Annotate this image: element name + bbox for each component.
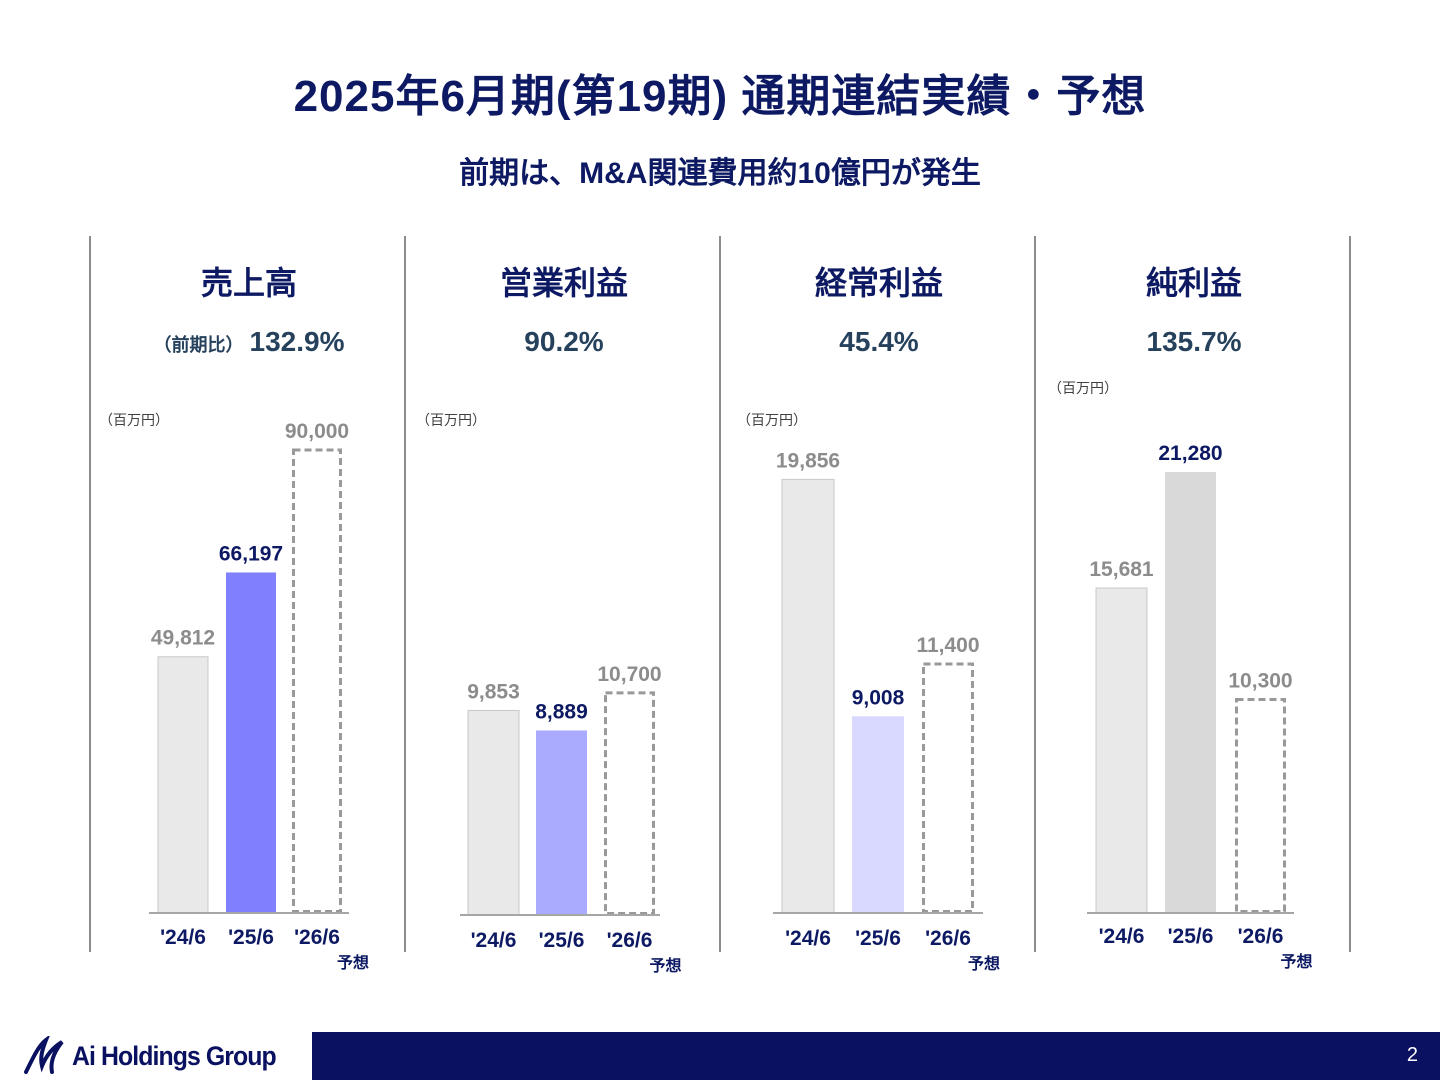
page-title: 2025年6月期(第19期) 通期連結実績・予想	[293, 72, 1147, 121]
chart-panel-operating-profit: 営業利益 90.2% （百万円） 9,853 '24/6 8,889 '25/6 10,…	[406, 236, 722, 976]
bar-256	[226, 572, 276, 913]
chart-title: 営業利益	[499, 265, 628, 301]
data-label: 90,000	[285, 420, 349, 443]
bar-246	[467, 709, 520, 916]
yoy-prefix: （前期比）	[153, 335, 244, 355]
forecast-label: 予想	[649, 956, 681, 975]
bar-266	[292, 448, 342, 913]
bar-256	[852, 716, 904, 913]
bar-chart: 19,856 '24/6 9,008 '25/6 11,400 '26/6 予想	[773, 449, 1000, 973]
category-label: '24/6	[1099, 925, 1145, 948]
footer-bar: 2	[312, 1032, 1440, 1080]
page-number: 2	[1406, 1044, 1418, 1066]
data-label: 11,400	[916, 634, 979, 657]
yoy-ratio: 90.2%	[406, 326, 722, 358]
data-label: 15,681	[1089, 558, 1154, 581]
yoy-ratio: （前期比） 132.9%	[91, 326, 407, 358]
bar-256	[1165, 472, 1216, 913]
chart-panel-sales: 売上高 （前期比） 132.9% （百万円） 49,812 '24/6 66,197 '…	[91, 236, 407, 976]
category-label: '26/6	[1238, 925, 1284, 948]
bar-256	[536, 730, 587, 915]
category-label: '25/6	[228, 926, 274, 949]
category-label: '25/6	[1168, 925, 1214, 948]
yoy-value: 45.4%	[839, 326, 919, 357]
bar-chart: 15,681 '24/6 21,280 '25/6 10,300 '26/6 予想	[1087, 442, 1313, 971]
data-label: 21,280	[1158, 442, 1222, 465]
data-label: 10,700	[597, 663, 661, 686]
category-label: '25/6	[855, 927, 901, 950]
data-label: 10,300	[1228, 670, 1292, 693]
category-label: '26/6	[607, 929, 653, 952]
data-label: 66,197	[219, 542, 283, 565]
data-label: 8,889	[535, 700, 588, 723]
yoy-value: 132.9%	[249, 326, 345, 357]
chart-title: 経常利益	[814, 265, 943, 301]
data-label: 9,008	[852, 686, 905, 709]
page-subtitle: 前期は、M&A関連費用約10億円が発生	[459, 157, 981, 190]
yoy-ratio: 45.4%	[721, 326, 1037, 358]
bar-246	[781, 478, 835, 914]
bar-chart: 49,812 '24/6 66,197 '25/6 90,000 '26/6 予想	[149, 420, 369, 972]
chart-panel-net-profit: 純利益 135.7% （百万円） 15,681'24/6 21,280'25/6 1…	[1036, 236, 1352, 976]
column-divider	[89, 236, 91, 952]
category-label: '26/6	[925, 927, 971, 950]
bar-266	[604, 691, 655, 915]
column-divider	[404, 236, 406, 952]
forecast-label: 予想	[337, 953, 369, 972]
data-label: 9,853	[467, 680, 520, 703]
bar-266	[922, 662, 974, 913]
unit-label: （百万円）	[1048, 380, 1118, 396]
column-divider	[719, 236, 721, 952]
yoy-value: 90.2%	[524, 326, 604, 357]
category-label: '25/6	[539, 929, 585, 952]
category-label: '24/6	[160, 926, 206, 949]
yoy-ratio: 135.7%	[1036, 326, 1352, 358]
data-label: 49,812	[151, 627, 215, 650]
logo-mark-icon	[24, 1036, 64, 1074]
unit-label: （百万円）	[737, 412, 807, 428]
bar-chart: 9,853 '24/6 8,889 '25/6 10,700 '26/6 予想	[460, 663, 682, 975]
forecast-label: 予想	[1280, 952, 1312, 971]
column-divider	[1349, 236, 1351, 952]
category-label: '24/6	[471, 929, 517, 952]
chart-title: 純利益	[1145, 265, 1242, 301]
bar-266	[1235, 698, 1286, 913]
company-logo: Ai Holdings Group	[22, 1034, 293, 1078]
logo-text: Ai Holdings Group	[72, 1040, 277, 1071]
yoy-value: 135.7%	[1146, 326, 1242, 357]
bar-246	[1095, 587, 1148, 914]
forecast-label: 予想	[968, 954, 1000, 973]
bar-246	[157, 656, 209, 914]
data-label: 19,856	[776, 449, 840, 472]
unit-label: （百万円）	[416, 412, 486, 428]
chart-title: 売上高	[200, 265, 297, 301]
column-divider	[1034, 236, 1036, 952]
category-label: '26/6	[294, 926, 340, 949]
category-label: '24/6	[785, 927, 831, 950]
chart-panel-ordinary-profit: 経常利益 45.4% （百万円） 19,856 '24/6 9,008 '25/6 11…	[721, 236, 1037, 976]
unit-label: （百万円）	[99, 412, 169, 428]
